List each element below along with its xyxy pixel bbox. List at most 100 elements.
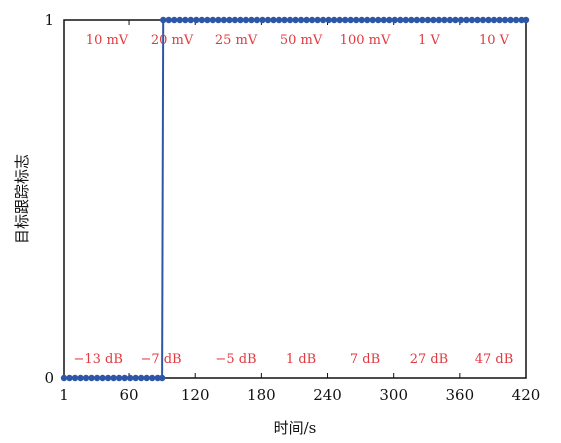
x-axis-label: 时间/s: [274, 419, 317, 437]
data-point: [82, 374, 90, 382]
data-point: [104, 374, 112, 382]
y-axis-label: 目标跟踪标志: [13, 154, 31, 244]
voltage-annotation: 50 mV: [280, 33, 323, 48]
voltage-annotation: 10 mV: [86, 33, 129, 48]
snr-annotation: −13 dB: [73, 352, 122, 367]
data-point: [115, 374, 123, 382]
data-point: [512, 16, 520, 24]
data-point: [319, 16, 327, 24]
snr-annotation: 1 dB: [286, 352, 316, 367]
data-point: [341, 16, 349, 24]
data-point: [507, 16, 514, 24]
data-point: [209, 16, 217, 24]
data-point: [463, 16, 470, 24]
x-tick-label: 120: [181, 386, 210, 404]
data-point: [77, 374, 84, 382]
data-point: [457, 16, 465, 24]
data-point: [215, 16, 222, 24]
plot-frame: [63, 19, 527, 379]
voltage-annotation: 100 mV: [340, 33, 391, 48]
data-point: [137, 374, 145, 382]
data-point: [182, 16, 189, 24]
data-point: [66, 374, 73, 382]
data-point: [424, 16, 432, 24]
data-point: [474, 16, 481, 24]
voltage-annotation: 1 V: [418, 33, 440, 48]
data-point: [303, 16, 310, 24]
data-point: [485, 16, 492, 24]
data-point: [198, 16, 206, 24]
data-point: [496, 16, 503, 24]
series-line: [64, 19, 526, 379]
data-point: [281, 16, 288, 24]
y-tick-label: 1: [44, 11, 54, 29]
annotation-layer: 10 mV 20 mV 25 mV 50 mV 100 mV 1 V 10 V −13 dB −…: [73, 33, 513, 367]
data-point: [419, 16, 426, 24]
data-point: [490, 16, 498, 24]
data-point: [468, 16, 476, 24]
data-point: [408, 16, 415, 24]
data-point: [204, 16, 211, 24]
data-point: [358, 16, 365, 24]
data-point: [231, 16, 239, 24]
axis-ticks: [63, 20, 527, 378]
data-point: [149, 374, 156, 382]
data-point: [143, 374, 150, 382]
snr-annotation: 47 dB: [475, 352, 514, 367]
data-point: [253, 16, 261, 24]
data-point: [375, 16, 382, 24]
data-point: [110, 374, 117, 382]
snr-annotation: −5 dB: [215, 352, 256, 367]
data-point: [352, 16, 360, 24]
data-point: [126, 374, 134, 382]
data-point: [160, 16, 167, 24]
voltage-annotation: 25 mV: [215, 33, 258, 48]
data-point: [93, 374, 101, 382]
data-point: [397, 16, 404, 24]
data-point: [292, 16, 299, 24]
data-point: [479, 16, 487, 24]
data-point: [237, 16, 244, 24]
data-point: [435, 16, 443, 24]
snr-annotation: −7 dB: [140, 352, 181, 367]
data-point: [121, 374, 128, 382]
data-point: [88, 374, 95, 382]
data-point: [402, 16, 410, 24]
data-point: [176, 16, 183, 24]
x-tick-label: 60: [120, 386, 139, 404]
x-tick-label: 180: [247, 386, 276, 404]
data-point: [286, 16, 294, 24]
data-point: [71, 374, 79, 382]
data-point: [413, 16, 421, 24]
data-point: [501, 16, 509, 24]
data-point: [369, 16, 376, 24]
y-tick-label: 0: [44, 369, 54, 387]
data-point: [275, 16, 283, 24]
data-point: [264, 16, 272, 24]
x-tick-label: 300: [379, 386, 408, 404]
data-point: [297, 16, 305, 24]
data-point: [220, 16, 228, 24]
x-tick-label: 240: [313, 386, 342, 404]
data-point: [391, 16, 398, 24]
data-point: [522, 16, 530, 24]
data-point: [99, 374, 106, 382]
data-point: [165, 16, 172, 24]
data-point: [330, 16, 338, 24]
data-point: [154, 374, 161, 382]
x-tick-label: 420: [512, 386, 541, 404]
data-point: [187, 16, 195, 24]
data-point: [308, 16, 316, 24]
data-point: [441, 16, 448, 24]
data-point: [259, 16, 266, 24]
series-layer: [60, 16, 530, 382]
data-point: [248, 16, 255, 24]
data-point: [171, 16, 178, 24]
x-tick-label: 1: [59, 386, 69, 404]
data-point: [364, 16, 371, 24]
data-point: [314, 16, 321, 24]
voltage-annotation: 20 mV: [151, 33, 194, 48]
x-tick-label: 360: [446, 386, 475, 404]
